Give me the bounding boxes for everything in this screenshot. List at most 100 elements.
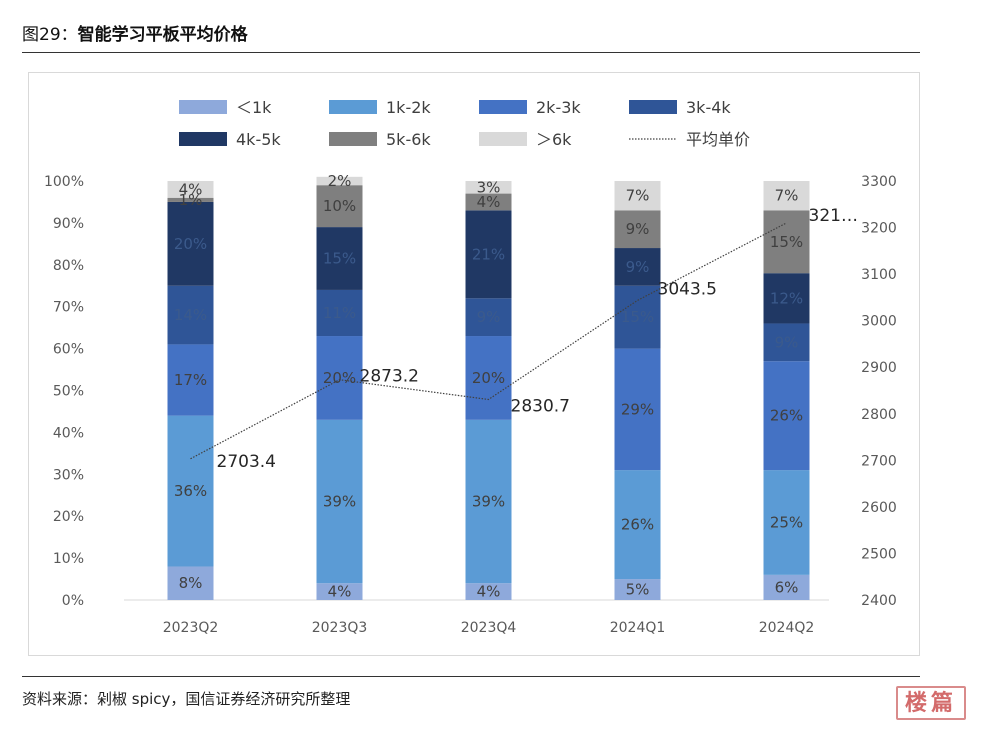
- bar-data-label: 14%: [174, 306, 207, 324]
- y-left-tick-label: 40%: [53, 425, 84, 441]
- y-right-tick-label: 2900: [861, 360, 897, 376]
- x-tick-label: 2023Q2: [163, 620, 219, 636]
- bar-data-label: 9%: [477, 308, 501, 326]
- bar-segment: [167, 566, 214, 600]
- bar-segment: [763, 323, 810, 362]
- bar-segment: [614, 248, 661, 286]
- bar-data-label: 26%: [621, 516, 654, 534]
- bar-data-label: 15%: [323, 250, 356, 268]
- legend-swatch: [629, 100, 677, 114]
- bar-data-label: 9%: [626, 258, 650, 276]
- y-left-tick-label: 30%: [53, 467, 84, 483]
- bar-segment: [763, 273, 810, 324]
- bar-segment: [316, 176, 363, 186]
- watermark-stamp: 楼篇: [896, 686, 966, 720]
- figure-title-text: 智能学习平板平均价格: [77, 25, 248, 45]
- bar-segment: [465, 419, 512, 584]
- bar-segment: [614, 579, 661, 600]
- bar-data-label: 25%: [770, 513, 803, 531]
- bar-data-label: 12%: [770, 289, 803, 307]
- line-data-label: 3043.5: [658, 279, 717, 299]
- bar-data-label: 10%: [323, 197, 356, 215]
- bar-segment: [614, 470, 661, 580]
- bar-data-label: 20%: [472, 369, 505, 387]
- bar-segment: [167, 201, 214, 286]
- bar-data-label: 7%: [775, 187, 799, 205]
- bar-data-label: 3%: [477, 178, 501, 196]
- legend-label: 5k-6k: [386, 130, 431, 149]
- bar-segment: [465, 210, 512, 299]
- legend-label: 3k-4k: [686, 98, 731, 117]
- bar-segment: [763, 470, 810, 575]
- y-right-tick-label: 2700: [861, 453, 897, 469]
- bar-segment: [167, 197, 214, 202]
- bar-segment: [316, 583, 363, 600]
- figure-title: 图29：智能学习平板平均价格: [22, 20, 248, 45]
- bar-data-label: 6%: [775, 578, 799, 596]
- y-right-tick-label: 3000: [861, 314, 897, 330]
- bar-data-label: 7%: [626, 187, 650, 205]
- bar-data-label: 5%: [626, 581, 650, 599]
- bar-data-label: 9%: [775, 333, 799, 351]
- y-left-tick-label: 70%: [53, 300, 84, 316]
- y-right-tick-label: 3100: [861, 267, 897, 283]
- legend-label: 平均单价: [686, 130, 750, 149]
- bar-data-label: 21%: [472, 245, 505, 263]
- bar-data-label: 39%: [323, 493, 356, 511]
- bar-data-label: 2%: [328, 172, 352, 190]
- bar-data-label: 4%: [328, 583, 352, 601]
- y-left-tick-label: 80%: [53, 258, 84, 274]
- bar-segment: [614, 285, 661, 349]
- bar-segment: [316, 336, 363, 420]
- legend-swatch: [329, 100, 377, 114]
- average-price-line: [190, 222, 787, 460]
- bar-data-label: 8%: [179, 574, 203, 592]
- source-note: 资料来源：剁椒 spicy，国信证券经济研究所整理: [22, 690, 351, 708]
- bar-data-label: 9%: [626, 220, 650, 238]
- y-right-tick-label: 3300: [861, 174, 897, 190]
- figure-label: 图29：: [22, 25, 78, 45]
- bar-segment: [465, 181, 512, 194]
- x-tick-label: 2024Q2: [759, 620, 815, 636]
- chart-container: 0% 10% 20% 30% 40% 50% 60% 70% 80% 90% 100% 2400 250…: [28, 72, 920, 656]
- legend-label: ＜1k: [236, 98, 272, 117]
- legend-label: 4k-5k: [236, 130, 281, 149]
- y-right-tick-label: 2500: [861, 546, 897, 562]
- y-right-tick-label: 2800: [861, 407, 897, 423]
- y-left-tick-label: 50%: [53, 384, 84, 400]
- bar-data-label: 17%: [174, 371, 207, 389]
- bar-data-label: 20%: [323, 369, 356, 387]
- y-right-tick-label: 2600: [861, 500, 897, 516]
- bar-data-label: 39%: [472, 493, 505, 511]
- bar-segment: [763, 574, 810, 600]
- x-tick-label: 2023Q4: [461, 620, 517, 636]
- bar-data-label: 11%: [323, 304, 356, 322]
- bar-segment: [167, 344, 214, 416]
- line-data-label: 2830.7: [511, 396, 570, 416]
- bar-segment: [614, 210, 661, 249]
- source-rule: [22, 676, 920, 677]
- bar-segment: [763, 181, 810, 211]
- bar-data-label: 29%: [621, 400, 654, 418]
- bar-segment: [465, 298, 512, 337]
- title-rule: [22, 52, 920, 53]
- bar-segment: [316, 419, 363, 584]
- bar-data-label: 4%: [179, 180, 203, 198]
- bar-data-label: 1%: [179, 191, 203, 209]
- y-right-tick-label: 2400: [861, 593, 897, 609]
- stacked-bar-chart: 0% 10% 20% 30% 40% 50% 60% 70% 80% 90% 100% 2400 250…: [44, 98, 897, 636]
- legend-swatch: [329, 132, 377, 146]
- bar-segment: [465, 336, 512, 420]
- y-left-tick-label: 90%: [53, 216, 84, 232]
- y-left-tick-label: 60%: [53, 342, 84, 358]
- legend-label: ＞6k: [536, 130, 572, 149]
- bar-segment: [614, 181, 661, 211]
- bar-segment: [763, 210, 810, 274]
- legend-label: 1k-2k: [386, 98, 431, 117]
- bar-data-label: 36%: [174, 482, 207, 500]
- y-left-tick-label: 100%: [44, 174, 84, 190]
- bar-segment: [763, 361, 810, 471]
- x-tick-label: 2023Q3: [312, 620, 368, 636]
- legend-swatch: [479, 100, 527, 114]
- bar-segment: [614, 348, 661, 471]
